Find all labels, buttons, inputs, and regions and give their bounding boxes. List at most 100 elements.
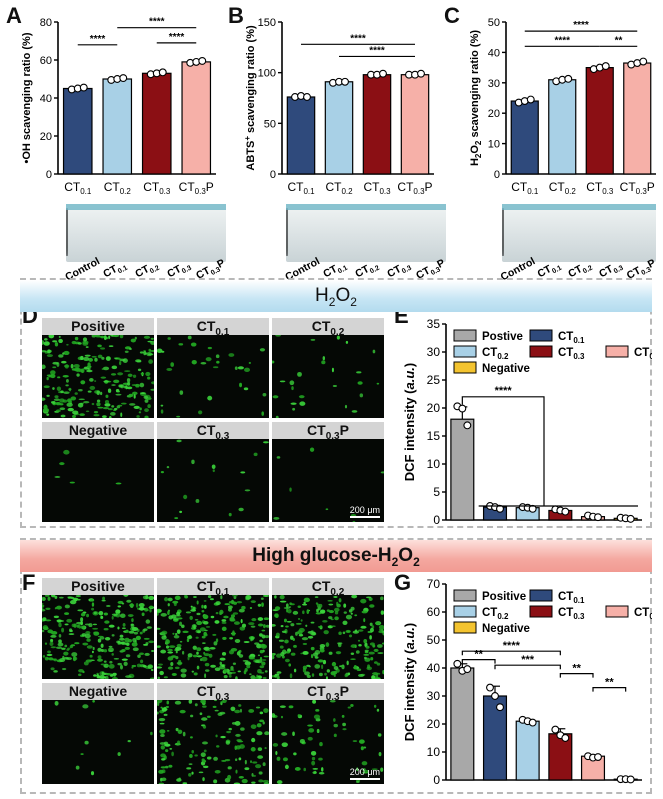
y-tick-label: 10	[488, 139, 500, 151]
data-point	[486, 683, 494, 692]
y-tick-label: 20	[427, 717, 441, 731]
micrograph-label: Negative	[42, 683, 154, 700]
data-point	[594, 753, 602, 761]
x-tick-label: CT0.3P	[397, 180, 432, 196]
bar	[181, 61, 212, 175]
high-glucose-banner: High glucose-H2O2	[20, 540, 652, 572]
fluorescence-signal	[54, 449, 122, 485]
tube-5	[502, 208, 504, 256]
banner-glucose-text: High glucose-H	[252, 545, 392, 566]
y-axis-label: DCF intensity (a.u.)	[402, 363, 417, 481]
micrograph-label: CT0.3P	[272, 683, 384, 703]
y-tick-label: 60	[427, 605, 441, 619]
data-point	[458, 404, 467, 413]
bar	[510, 100, 539, 175]
legend-label: CT0.3	[558, 607, 585, 621]
micrograph-ct03: CT0.3	[157, 683, 269, 784]
y-tick-label: 0	[270, 169, 276, 181]
legend-swatch	[605, 605, 629, 618]
data-point	[463, 421, 472, 430]
legend-label: Postive	[482, 331, 523, 343]
y-tick-label: 35	[427, 317, 441, 331]
x-tick-label: CT0.3	[586, 180, 614, 196]
bar	[450, 418, 475, 521]
data-point	[379, 69, 387, 78]
legend-label: CT0.3P	[634, 607, 652, 621]
significance-label: ****	[169, 32, 185, 43]
x-tick-label: CT0.2	[104, 180, 132, 196]
significance-bracket	[461, 650, 561, 656]
significance-bracket	[592, 686, 627, 692]
x-tick-label: CT0.3	[363, 180, 391, 196]
data-point	[528, 718, 537, 727]
micrograph-label: CT0.2	[272, 578, 384, 598]
x-tick-label: CT0.3P	[179, 180, 214, 196]
micrograph-label: CT0.1	[157, 578, 269, 598]
y-tick-label: 15	[427, 429, 441, 443]
significance-label: ****	[90, 34, 106, 45]
panel-letter-b: B	[228, 3, 244, 28]
significance-label: ***	[521, 654, 535, 666]
legend-label: CT0.1	[558, 591, 585, 605]
micrograph-label: Positive	[42, 578, 154, 595]
bar	[623, 62, 652, 175]
data-point	[341, 77, 349, 86]
y-tick-label: 5	[433, 485, 440, 499]
tube-photo-c	[502, 204, 656, 262]
significance-label: ****	[149, 17, 165, 28]
tube-rack-band	[502, 204, 656, 210]
micrograph-ct03p: CT0.3P 200 μm	[272, 683, 384, 784]
tube-photo-b	[286, 204, 446, 262]
banner-h2o2-h: H	[315, 285, 329, 306]
legend-swatch	[529, 589, 553, 602]
data-point	[626, 514, 635, 523]
y-tick-label: 40	[427, 661, 441, 675]
significance-label: ****	[369, 45, 385, 56]
fluorescence-signal	[157, 335, 267, 418]
y-tick-label: 20	[40, 131, 52, 143]
micrograph-ct02: CT0.2	[272, 578, 384, 679]
data-point	[561, 734, 570, 742]
fluorescence-signal	[272, 699, 384, 784]
significance-label: ****	[554, 35, 570, 46]
significance-label: ****	[503, 640, 521, 652]
y-tick-label: 20	[427, 401, 441, 415]
legend-swatch	[453, 605, 477, 618]
x-tick-label: CT0.2	[549, 180, 577, 196]
y-tick-label: 30	[488, 78, 500, 90]
data-point	[198, 56, 207, 65]
legend-swatch	[453, 329, 477, 342]
tube-rack-band	[66, 204, 226, 210]
data-point	[564, 74, 573, 83]
y-axis-label: •OH scavenging ratio (%)	[21, 32, 33, 163]
data-point	[551, 725, 560, 734]
y-tick-label: 0	[433, 513, 440, 525]
micrograph-label: CT0.3	[157, 683, 269, 703]
y-tick-label: 10	[427, 745, 441, 759]
data-point	[639, 57, 648, 66]
y-tick-label: 0	[494, 169, 500, 181]
y-axis-label: DCF intensity (a.u.)	[402, 623, 417, 741]
y-tick-label: 25	[427, 373, 441, 387]
legend-swatch	[453, 589, 477, 602]
fluorescence-signal	[42, 593, 154, 679]
microscopy-grid-f: Positive CT0.1 CT0.2 Negative CT0.3 CT0.3P 200…	[42, 578, 384, 784]
x-tick-label: CT0.3	[143, 180, 171, 196]
fluorescence-signal	[272, 594, 384, 679]
chart-e-dcf-intensity: 0 5 10 15 20 25 30 35 DCF intensity (a.u.) Postiv…	[402, 317, 652, 525]
y-tick-label: 40	[40, 93, 52, 105]
chart-c-h2o2-scavenging: 0 10 20 30 40 50 H2O2 scavenging ratio (%) CT0.…	[469, 17, 656, 196]
bar	[324, 81, 354, 175]
scale-bar: 200 μm	[349, 505, 380, 518]
data-point	[303, 93, 311, 101]
y-tick-label: 100	[258, 68, 276, 80]
x-tick-label: CT0.1	[511, 180, 539, 196]
fluorescence-signal	[42, 333, 154, 418]
data-point	[526, 95, 535, 104]
y-tick-label: 70	[427, 577, 441, 591]
x-tick-label: CT0.1	[287, 180, 315, 196]
bar	[62, 87, 93, 175]
micrograph-positive: Positive	[42, 578, 154, 679]
significance-label: **	[605, 677, 614, 689]
